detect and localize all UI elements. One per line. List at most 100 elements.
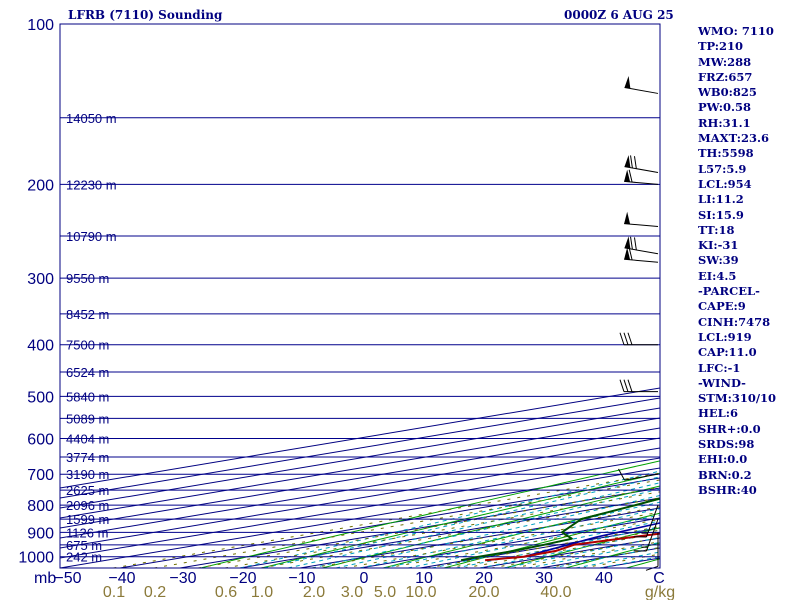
index-line: MAXT:23.6	[698, 131, 769, 146]
wind-barbs	[618, 76, 659, 571]
height-label: 9550 m	[66, 271, 109, 286]
pressure-tick-label: 400	[27, 338, 54, 355]
temperature-trace	[485, 532, 660, 562]
height-label: 1126 m	[66, 525, 108, 540]
isotherm-line	[60, 387, 660, 489]
temperature-tick-label: 0	[360, 570, 369, 587]
isotherm-line	[60, 447, 660, 549]
index-line: L57:5.9	[698, 161, 747, 176]
index-line: KI:-31	[698, 238, 739, 253]
background-grid	[60, 387, 660, 568]
isobars	[60, 117, 660, 558]
wind-barb	[619, 332, 658, 346]
wind-barb	[633, 504, 659, 538]
parcel-trace	[523, 522, 660, 558]
pressure-tick-label: 600	[27, 432, 54, 449]
index-line: SRDS:98	[698, 437, 755, 452]
height-label: 1599 m	[66, 512, 109, 527]
temperature-unit-label: C	[653, 570, 665, 587]
temperature-tick-label: 30	[535, 570, 553, 587]
mixing-ratio-tick-label: 0.1	[103, 584, 125, 600]
isotherm-line	[60, 457, 660, 559]
height-label: 4404 m	[66, 432, 109, 447]
isotherm-line	[60, 467, 660, 568]
pressure-tick-label: 300	[27, 271, 54, 288]
height-label: 8452 m	[66, 307, 109, 322]
plot-frame	[59, 23, 661, 569]
pressure-unit-label: mb	[34, 570, 56, 587]
wind-barb	[619, 379, 658, 393]
mixing-ratio-unit-label: g/kg	[645, 584, 675, 600]
height-label: 5089 m	[66, 411, 109, 426]
temperature-tick-label: −10	[288, 570, 315, 587]
wind-barb	[624, 211, 659, 228]
index-line: WMO: 7110	[698, 24, 774, 38]
index-line: SHR+:0.0	[698, 421, 761, 436]
isotherm-line	[60, 397, 660, 499]
pressure-tick-label: 100	[27, 17, 54, 34]
moist-adiabat-line	[335, 494, 660, 568]
moist-adiabat-line	[455, 526, 660, 568]
index-line: LCL:919	[698, 329, 752, 344]
valid-time: 0000Z 6 AUG 25	[564, 8, 674, 22]
pressure-tick-label: 700	[27, 467, 54, 484]
dry-adiabat-line	[504, 527, 660, 568]
index-line: BSHR:40	[698, 482, 757, 497]
sounding-profiles	[460, 497, 660, 562]
index-line: STM:310/10	[698, 391, 777, 406]
isotherm-line	[60, 407, 660, 509]
index-line: SW:39	[698, 253, 739, 268]
index-line: HEL:6	[698, 406, 738, 421]
isotherm-line	[60, 437, 660, 539]
index-line: -WIND-	[698, 375, 746, 390]
mixing-ratio-tick-label: 0.2	[144, 584, 166, 600]
dewpoint-trace	[460, 497, 660, 562]
mixing-ratio-line	[491, 537, 660, 568]
station-title: LFRB (7110) Sounding	[68, 8, 223, 22]
index-line: RH:31.1	[698, 115, 751, 130]
isotherm-line	[60, 417, 660, 519]
index-line: LCL:954	[698, 176, 752, 191]
temperature-tick-label: −20	[229, 570, 256, 587]
temperature-tick-label: −50	[54, 570, 81, 587]
mixing-ratio-tick-label: 1.0	[251, 584, 273, 600]
wind-barb	[633, 518, 659, 552]
index-line: EHI:0.0	[698, 452, 748, 467]
mixing-ratio-tick-label: 3.0	[341, 584, 363, 600]
height-label: 14050 m	[66, 111, 117, 126]
pressure-tick-label: 500	[27, 389, 54, 406]
height-label: 2096 m	[66, 498, 109, 513]
height-label: 3774 m	[66, 450, 109, 465]
index-line: BRN:0.2	[698, 467, 752, 482]
pressure-tick-label: 900	[27, 525, 54, 542]
index-line: LFC:-1	[698, 360, 741, 375]
moist-adiabat-line	[407, 514, 660, 568]
index-line: FRZ:657	[698, 69, 753, 84]
pressure-tick-label: 800	[27, 498, 54, 515]
index-line: EI:4.5	[698, 268, 737, 283]
index-line: CAP:11.0	[698, 345, 757, 360]
index-line: -PARCEL-	[698, 284, 760, 299]
height-label: 242 m	[66, 550, 102, 565]
wind-barb	[618, 468, 659, 481]
pressure-tick-label: 1000	[18, 550, 54, 567]
index-line: TP:210	[698, 39, 744, 54]
index-line: TH:5598	[698, 146, 754, 161]
temperature-tick-label: 40	[595, 570, 613, 587]
dry-adiabat-line	[261, 472, 660, 568]
height-label: 7500 m	[66, 338, 109, 353]
index-line: LI:11.2	[698, 192, 744, 207]
wind-barb	[624, 236, 659, 255]
mixing-ratio-tick-label: 40.0	[540, 584, 571, 600]
index-line: TT:18	[698, 222, 735, 237]
index-line: PW:0.58	[698, 100, 752, 115]
height-label: 675 m	[66, 538, 102, 553]
sounding-indices-panel: WMO: 7110 TP:210 MW:288 FRZ:657 WB0:825 PW:0.…	[698, 24, 798, 498]
temperature-tick-label: −30	[169, 570, 196, 587]
temperature-tick-label: −40	[108, 570, 135, 587]
isotherm-line	[60, 427, 660, 529]
index-line: WB0:825	[698, 85, 757, 100]
wind-barb	[624, 155, 659, 173]
